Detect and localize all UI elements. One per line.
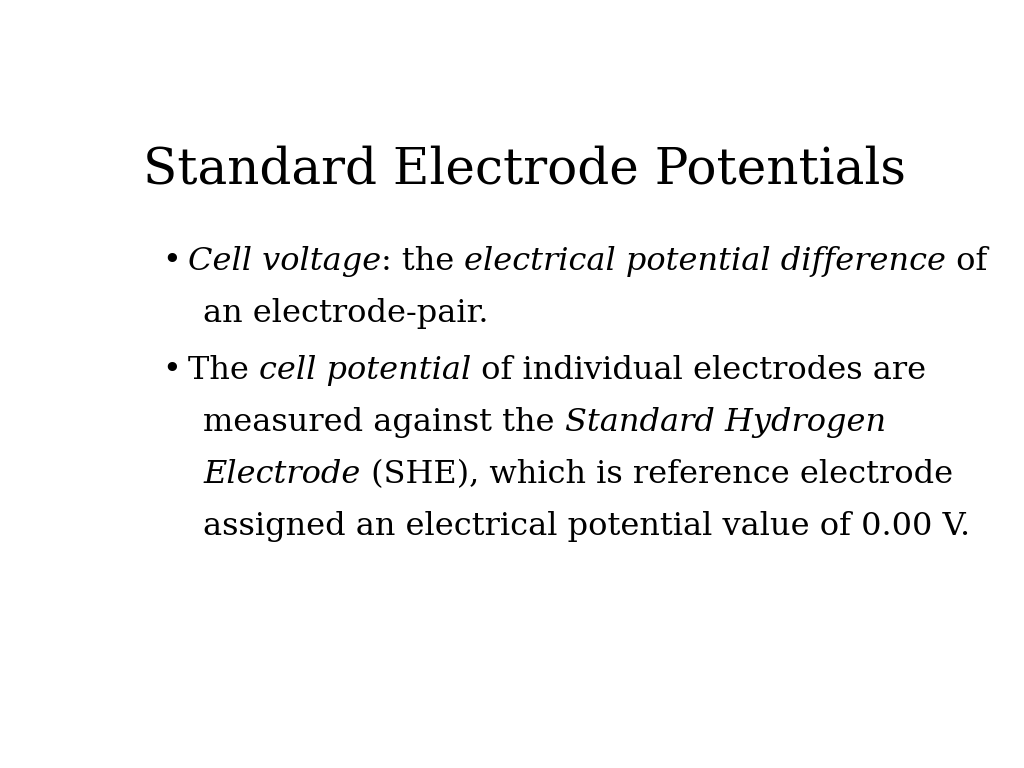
Text: Standard Electrode Potentials: Standard Electrode Potentials — [143, 145, 906, 195]
Text: cell potential: cell potential — [258, 356, 471, 386]
Text: Cell voltage: Cell voltage — [187, 246, 381, 277]
Text: : the: : the — [381, 246, 464, 277]
Text: electrical potential difference: electrical potential difference — [464, 246, 946, 277]
Text: •: • — [162, 356, 181, 386]
Text: an electrode-pair.: an electrode-pair. — [204, 298, 488, 329]
Text: assigned an electrical potential value of 0.00 V.: assigned an electrical potential value o… — [204, 511, 971, 542]
Text: Electrode: Electrode — [204, 459, 360, 491]
Text: The: The — [187, 356, 258, 386]
Text: of individual electrodes are: of individual electrodes are — [471, 356, 926, 386]
Text: Standard Hydrogen: Standard Hydrogen — [565, 407, 886, 439]
Text: (SHE), which is reference electrode: (SHE), which is reference electrode — [360, 459, 953, 491]
Text: of: of — [946, 246, 987, 277]
Text: measured against the: measured against the — [204, 407, 565, 439]
Text: •: • — [162, 246, 181, 277]
